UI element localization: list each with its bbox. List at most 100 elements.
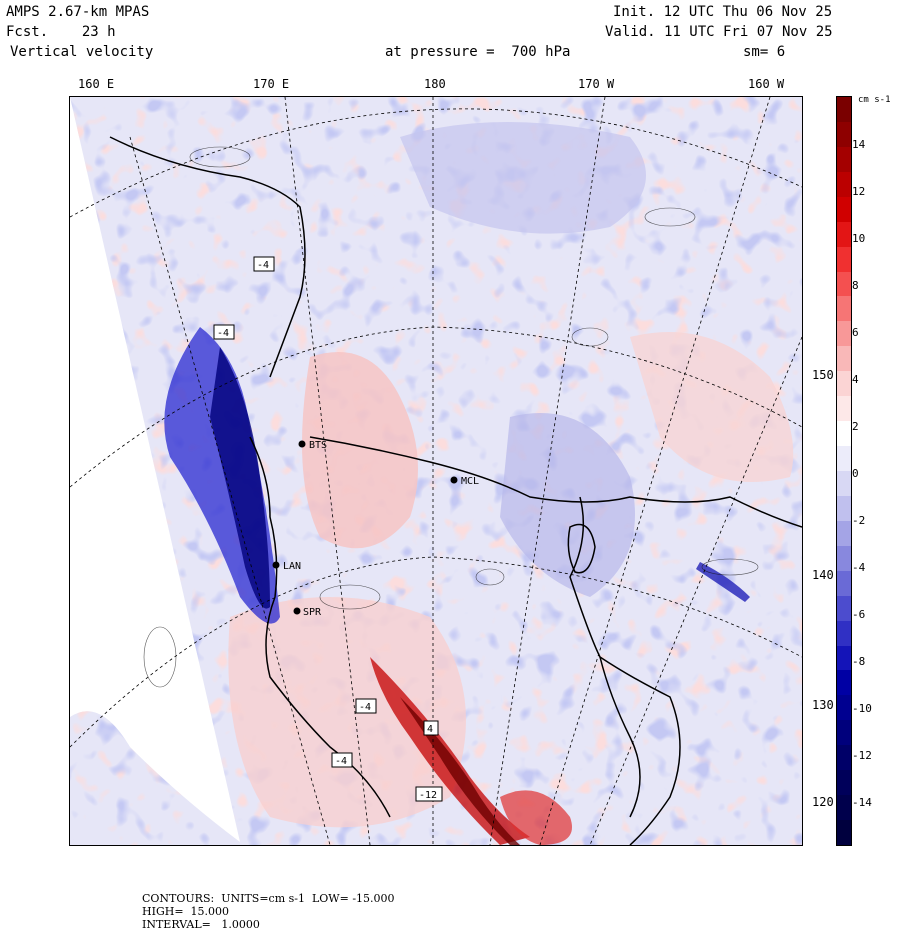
contour-value: -4 — [359, 702, 371, 713]
colorbar-tick-label: -2 — [852, 514, 866, 527]
lon-label-160e: 160 E — [78, 77, 115, 91]
colorbar-tick-label: -14 — [852, 796, 872, 809]
roosevelt-island-outline — [567, 523, 596, 574]
grounding-line-east — [569, 496, 681, 845]
contour-value: -4 — [217, 328, 229, 339]
contour-labels: -4 -4 -4 4 -4 -12 — [213, 256, 443, 802]
colorbar-segment — [837, 146, 851, 173]
colorbar-segment — [837, 720, 851, 746]
valid-time: Valid. 11 UTC Fri 07 Nov 25 — [605, 24, 833, 40]
blue-region-north — [400, 122, 646, 234]
colorbar-segment — [837, 97, 851, 123]
colorbar-tick-label: 2 — [852, 420, 859, 433]
station-dot-bts — [298, 440, 306, 448]
colorbar-segment — [837, 271, 851, 297]
contour-ring — [189, 146, 251, 168]
colorbar-segment — [837, 545, 851, 572]
colorbar-segment — [837, 121, 851, 148]
colorbar-segment — [837, 620, 851, 647]
colorbar-segment — [837, 221, 851, 248]
contour-ring — [571, 327, 609, 347]
grounding-line-south — [599, 656, 641, 818]
contour-ring — [644, 207, 696, 227]
thin-contours — [143, 146, 759, 688]
meridian-170w — [489, 97, 606, 845]
coast-red-streak — [370, 657, 530, 845]
contour-high: HIGH= 15.000 — [142, 905, 230, 918]
contour-value: -4 — [335, 756, 347, 767]
contour-value: -12 — [419, 790, 437, 801]
colorbar-segment — [837, 570, 851, 597]
pressure-level: at pressure = 700 hPa — [385, 44, 571, 60]
station-label-mcl: MCL — [461, 476, 479, 487]
station-dot-mcl — [450, 476, 458, 484]
colorbar-segment — [837, 421, 851, 447]
meridian-160e — [129, 136, 331, 845]
colorbar-unit: cm s-1 — [858, 95, 891, 105]
map-canvas: BTS MCL LAN SPR -4 -4 -4 4 -4 -12 — [70, 97, 802, 845]
graticule — [70, 97, 802, 845]
colorbar-segment — [837, 595, 851, 622]
colorbar-tick-label: 8 — [852, 279, 859, 292]
station-dot-lan — [272, 561, 280, 569]
colorbar-segment — [837, 346, 851, 372]
contour-box — [355, 698, 377, 714]
colorbar-tick-label: 12 — [852, 185, 866, 198]
colorbar-segment — [837, 321, 851, 347]
parallel-mid — [70, 326, 802, 488]
colorbar-segment — [837, 171, 851, 198]
colorbar-segment — [837, 520, 851, 547]
coastlines — [109, 136, 802, 845]
colorbar-tick-label: 4 — [852, 373, 859, 386]
map-panel[interactable]: BTS MCL LAN SPR -4 -4 -4 4 -4 -12 — [69, 96, 803, 846]
colorbar-segment — [837, 745, 851, 771]
meridian-150w — [589, 336, 802, 845]
contour-value: 4 — [427, 724, 433, 735]
colorbar-segment — [837, 471, 851, 497]
colorbar-segment — [837, 446, 851, 472]
parallel-inner — [70, 556, 802, 748]
colorbar-tick-label: -6 — [852, 608, 866, 621]
model-title: AMPS 2.67-km MPAS — [6, 4, 150, 20]
colorbar-tick-label: -10 — [852, 702, 872, 715]
mountain-dark-band — [210, 347, 270, 609]
colorbar-tick-label: 14 — [852, 138, 866, 151]
init-time: Init. 12 UTC Thu 06 Nov 25 — [613, 4, 833, 20]
forecast-hour: Fcst. 23 h — [6, 24, 116, 40]
colorbar-segment — [837, 396, 851, 422]
contour-info: CONTOURS: UNITS=cm s-1 LOW= -15.000 HIGH… — [135, 879, 425, 931]
ross-ice-shelf-edge — [109, 136, 306, 378]
colorbar-tick-label: 6 — [852, 326, 859, 339]
contour-box — [253, 256, 275, 272]
colorbar-segment — [837, 645, 851, 671]
colorbar-segment — [837, 371, 851, 397]
colorbar-tick-label: -8 — [852, 655, 866, 668]
colorbar-segment — [837, 246, 851, 273]
station-label-lan: LAN — [283, 561, 301, 572]
ross-ice-shelf-boundary — [309, 436, 802, 528]
colorbar-segment — [837, 820, 851, 846]
gravity-wave-streak — [696, 562, 750, 602]
lon-label-160w: 160 W — [748, 77, 785, 91]
pink-region-south — [228, 597, 466, 828]
field-name: Vertical velocity — [10, 44, 154, 60]
blue-region-east — [500, 413, 635, 597]
lon-label-170e: 170 E — [253, 77, 290, 91]
station-label-bts: BTS — [309, 440, 327, 451]
contour-box — [213, 324, 235, 340]
pink-region-east — [630, 332, 794, 482]
station-markers: BTS MCL LAN SPR — [272, 440, 479, 618]
lon-label-180: 180 — [424, 77, 446, 91]
colorbar-segment — [837, 795, 851, 821]
parallel-outer — [70, 108, 802, 218]
colorbar-tick-label: -4 — [852, 561, 866, 574]
colorbar-tick-label: -12 — [852, 749, 872, 762]
station-label-spr: SPR — [303, 607, 322, 618]
smoothing: sm= 6 — [743, 44, 786, 60]
bottom-red-cell — [500, 790, 572, 845]
colorbar-tick-label: 10 — [852, 232, 866, 245]
contour-box — [423, 720, 439, 736]
contour-ring — [475, 568, 505, 586]
contour-interval: INTERVAL= 1.0000 — [142, 918, 260, 931]
meridian-160w — [539, 97, 771, 845]
